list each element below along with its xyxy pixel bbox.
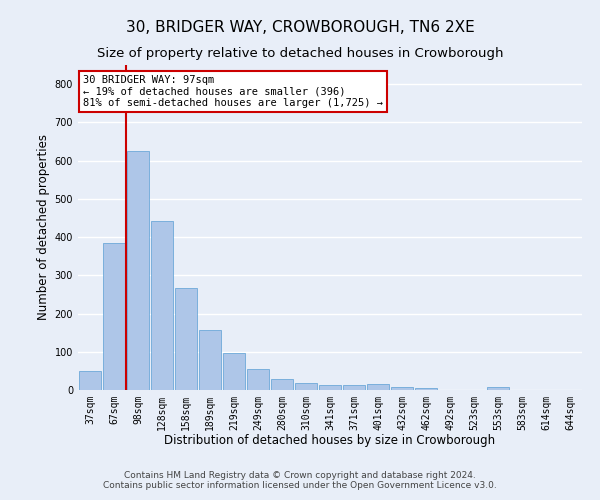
- Y-axis label: Number of detached properties: Number of detached properties: [37, 134, 50, 320]
- Bar: [343, 385, 365, 390]
- Bar: [391, 386, 413, 390]
- Text: 30, BRIDGER WAY, CROWBOROUGH, TN6 2XE: 30, BRIDGER WAY, CROWBOROUGH, TN6 2XE: [125, 20, 475, 35]
- X-axis label: Distribution of detached houses by size in Crowborough: Distribution of detached houses by size …: [164, 434, 496, 448]
- Bar: [487, 387, 509, 390]
- Bar: [271, 378, 293, 390]
- Bar: [295, 383, 317, 390]
- Bar: [151, 220, 173, 390]
- Bar: [103, 243, 125, 390]
- Bar: [199, 330, 221, 390]
- Bar: [127, 151, 149, 390]
- Bar: [223, 352, 245, 390]
- Bar: [247, 369, 269, 390]
- Bar: [415, 388, 437, 390]
- Bar: [79, 371, 101, 390]
- Bar: [367, 384, 389, 390]
- Bar: [175, 288, 197, 390]
- Text: 30 BRIDGER WAY: 97sqm
← 19% of detached houses are smaller (396)
81% of semi-det: 30 BRIDGER WAY: 97sqm ← 19% of detached …: [83, 74, 383, 108]
- Text: Size of property relative to detached houses in Crowborough: Size of property relative to detached ho…: [97, 48, 503, 60]
- Text: Contains HM Land Registry data © Crown copyright and database right 2024.
Contai: Contains HM Land Registry data © Crown c…: [103, 470, 497, 490]
- Bar: [319, 386, 341, 390]
